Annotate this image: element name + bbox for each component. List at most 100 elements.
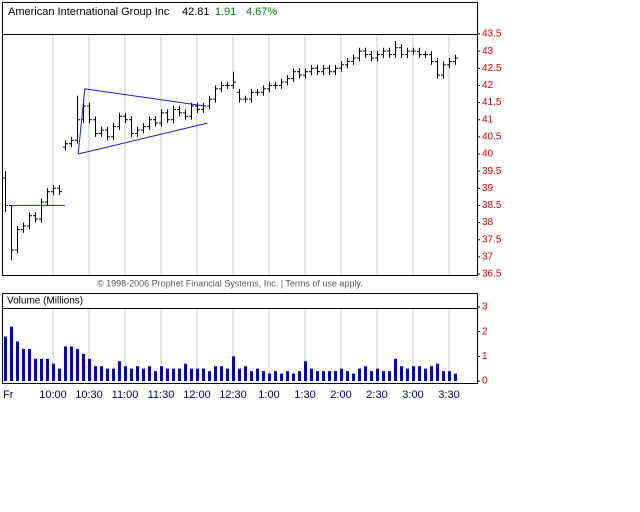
volume-bar — [418, 366, 421, 381]
x-tick-label: 12:30 — [219, 389, 247, 401]
volume-bar — [430, 366, 433, 381]
volume-bar — [364, 366, 367, 381]
volume-bar — [262, 371, 265, 381]
volume-bar — [286, 371, 289, 381]
volume-bar — [268, 373, 271, 381]
y-tick-label: 40.5 — [482, 131, 502, 142]
volume-bar — [34, 358, 37, 381]
volume-bar — [106, 368, 109, 381]
volume-bar — [178, 368, 181, 381]
volume-bar — [10, 326, 13, 381]
volume-bar — [358, 368, 361, 381]
y-tick-label: 37 — [482, 251, 494, 262]
volume-bar — [340, 368, 343, 381]
volume-bar — [400, 366, 403, 381]
volume-bar — [238, 368, 241, 381]
volume-bar — [220, 366, 223, 381]
volume-bar — [118, 361, 121, 381]
volume-bar — [346, 371, 349, 381]
volume-bar — [112, 368, 115, 381]
volume-bar — [64, 346, 67, 381]
volume-bar — [130, 368, 133, 381]
volume-bar — [226, 368, 229, 381]
volume-bar — [166, 368, 169, 381]
x-tick-label: 11:00 — [112, 389, 139, 401]
volume-bar — [316, 371, 319, 381]
change: 1.91 — [215, 6, 236, 18]
volume-bar — [382, 371, 385, 381]
title: American International Group Inc — [8, 6, 170, 18]
price-panel — [2, 2, 478, 276]
x-tick-label: 10:30 — [75, 389, 103, 401]
x-tick-label: 2:30 — [366, 389, 387, 401]
volume-bar — [100, 366, 103, 381]
x-tick-label: 12:00 — [183, 389, 211, 401]
y-tick-label: 3 — [482, 302, 488, 313]
x-tick-label: 2:00 — [330, 389, 351, 401]
volume-bar — [442, 371, 445, 381]
volume-bar — [274, 371, 277, 381]
y-tick-label: 0 — [482, 376, 488, 387]
volume-bar — [202, 368, 205, 381]
volume-bar — [244, 366, 247, 381]
copyright: © 1998-2006 Prophet Financial Systems, I… — [97, 278, 363, 288]
y-tick-label: 43.5 — [482, 29, 502, 40]
volume-bar — [250, 371, 253, 381]
y-tick-label: 37.5 — [482, 234, 502, 245]
volume-bar — [256, 368, 259, 381]
volume-bar — [322, 371, 325, 381]
volume-bar — [124, 366, 127, 381]
volume-bar — [436, 363, 439, 381]
x-tick-label: 1:30 — [294, 389, 315, 401]
volume-bar — [298, 371, 301, 381]
volume-bar — [22, 348, 25, 381]
volume-bar — [412, 366, 415, 381]
volume-bar — [208, 371, 211, 381]
volume-bar — [292, 373, 295, 381]
volume-bar — [424, 368, 427, 381]
volume-bar — [52, 363, 55, 381]
volume-bar — [214, 366, 217, 381]
volume-bar — [148, 366, 151, 381]
trendline — [84, 88, 205, 107]
volume-bar — [406, 368, 409, 381]
y-tick-label: 36.5 — [482, 269, 502, 280]
volume-bar — [196, 368, 199, 381]
volume-bar — [184, 363, 187, 381]
volume-bar — [82, 353, 85, 381]
volume-bar — [328, 371, 331, 381]
volume-bar — [172, 368, 175, 381]
volume-bar — [76, 348, 79, 381]
y-tick-label: 1 — [482, 351, 488, 362]
volume-title: Volume (Millions) — [7, 296, 83, 307]
volume-bar — [454, 373, 457, 381]
y-tick-label: 42 — [482, 80, 494, 91]
x-tick-label: Fr — [3, 389, 14, 401]
volume-bar — [388, 371, 391, 381]
x-tick-label: 3:30 — [438, 389, 459, 401]
y-tick-label: 2 — [482, 326, 488, 337]
x-tick-label: 1:00 — [258, 389, 279, 401]
volume-bar — [70, 346, 73, 381]
volume-bar — [334, 371, 337, 381]
y-tick-label: 41 — [482, 114, 494, 125]
volume-bar — [394, 358, 397, 381]
y-tick-label: 39.5 — [482, 166, 502, 177]
volume-bar — [448, 371, 451, 381]
volume-bar — [370, 371, 373, 381]
trendline — [78, 122, 208, 155]
x-tick-label: 11:30 — [148, 389, 175, 401]
volume-bar — [352, 373, 355, 381]
volume-bar — [160, 366, 163, 381]
volume-bar — [154, 371, 157, 381]
y-tick-label: 38.5 — [482, 200, 502, 211]
volume-bar — [88, 358, 91, 381]
y-tick-label: 40 — [482, 149, 494, 160]
trendline — [77, 88, 86, 155]
volume-bar — [190, 368, 193, 381]
volume-bar — [136, 366, 139, 381]
x-tick-label: 3:00 — [402, 389, 423, 401]
volume-bar — [58, 368, 61, 381]
x-tick-label: 10:00 — [39, 389, 67, 401]
